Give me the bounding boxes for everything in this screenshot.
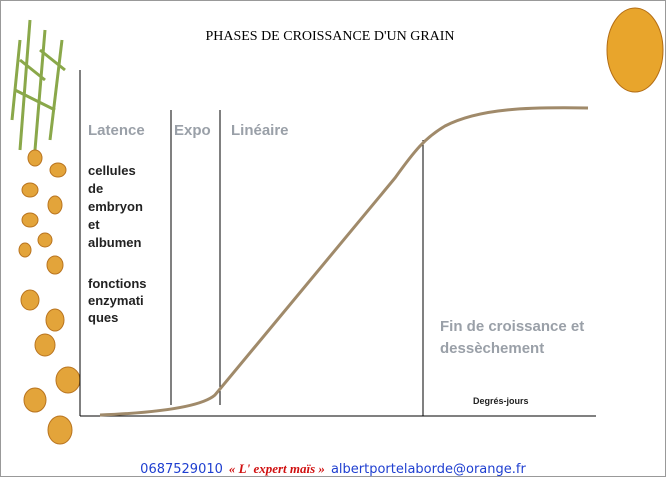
growth-curve [99, 106, 589, 417]
end-phase-label: dessèchement [440, 340, 544, 357]
phase-note: ques [88, 310, 118, 325]
phase-label: Latence [88, 122, 145, 139]
phase-note: et [88, 217, 100, 232]
decoration-cob [606, 7, 664, 93]
phase-label: Linéaire [231, 122, 289, 139]
end-phase-label: Fin de croissance et [440, 318, 584, 335]
footer-brand: « L' expert maïs » [229, 461, 325, 476]
phase-note: enzymati [88, 293, 144, 308]
footer-phone: 0687529010 [140, 462, 223, 477]
decoration-kernels [18, 149, 81, 445]
phase-note: fonctions [88, 276, 147, 291]
x-axis-label: Degrés-jours [473, 396, 529, 406]
footer: 0687529010 « L' expert maïs » albertportel… [140, 461, 526, 477]
footer-email: albertportelaborde@orange.fr [331, 462, 527, 477]
axes [79, 70, 596, 417]
phase-note: de [88, 181, 103, 196]
phase-note: albumen [88, 235, 142, 250]
decoration-plants [10, 19, 66, 151]
phase-label: Expo [174, 122, 211, 139]
phase-note: cellules [88, 163, 136, 178]
phase-note: embryon [88, 199, 143, 214]
title: PHASES DE CROISSANCE D'UN GRAIN [205, 29, 454, 44]
